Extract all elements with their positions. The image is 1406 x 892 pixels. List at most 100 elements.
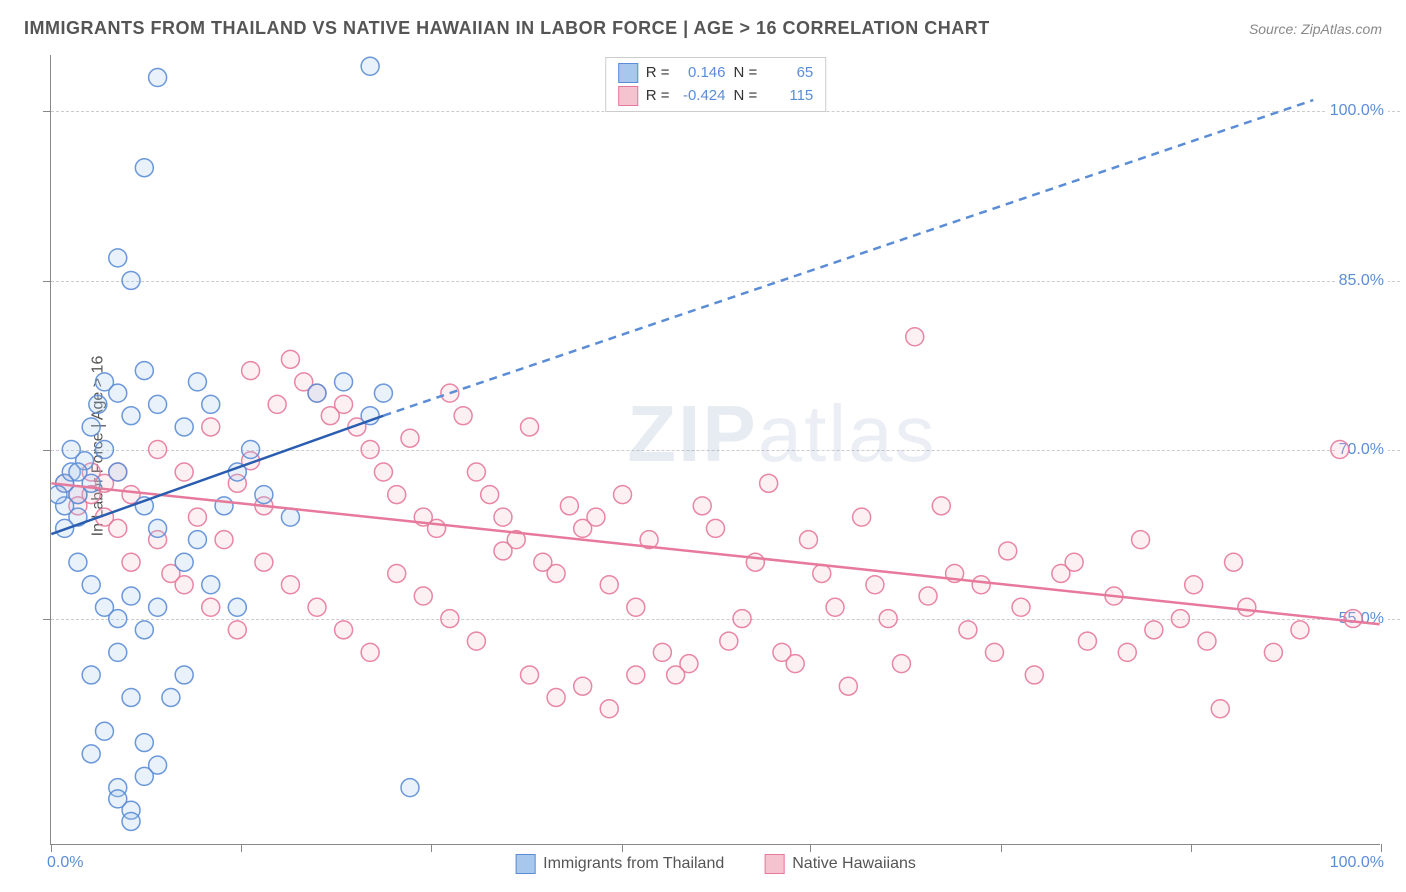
stats-row-b: R = -0.424 N = 115 (618, 85, 814, 108)
data-point (202, 598, 220, 616)
r-label: R = (646, 62, 670, 85)
data-point (308, 384, 326, 402)
data-point (853, 508, 871, 526)
data-point (1264, 643, 1282, 661)
data-point (733, 610, 751, 628)
data-point (985, 643, 1003, 661)
data-point (799, 531, 817, 549)
data-point (919, 587, 937, 605)
data-point (188, 373, 206, 391)
data-point (69, 553, 87, 571)
data-point (149, 598, 167, 616)
data-point (109, 519, 127, 537)
data-point (228, 598, 246, 616)
data-point (1012, 598, 1030, 616)
data-point (242, 362, 260, 380)
plot-area: ZIPatlas R = 0.146 N = 65 R = -0.424 N =… (50, 55, 1380, 845)
data-point (441, 610, 459, 628)
data-point (401, 779, 419, 797)
source-attribution: Source: ZipAtlas.com (1249, 21, 1382, 37)
data-point (1065, 553, 1083, 571)
data-point (547, 564, 565, 582)
data-point (202, 576, 220, 594)
data-point (494, 542, 512, 560)
data-point (388, 486, 406, 504)
data-point (1238, 598, 1256, 616)
y-tick (43, 450, 51, 451)
data-point (587, 508, 605, 526)
data-point (95, 722, 113, 740)
data-point (574, 677, 592, 695)
data-point (175, 418, 193, 436)
data-point (707, 519, 725, 537)
data-point (82, 418, 100, 436)
data-point (388, 564, 406, 582)
data-point (972, 576, 990, 594)
data-point (1198, 632, 1216, 650)
data-point (69, 463, 87, 481)
data-point (693, 497, 711, 515)
data-point (1132, 531, 1150, 549)
data-point (627, 598, 645, 616)
n-value-b: 115 (765, 85, 813, 108)
data-point (122, 407, 140, 425)
data-point (932, 497, 950, 515)
data-point (149, 441, 167, 459)
data-point (109, 643, 127, 661)
data-point (1344, 610, 1362, 628)
data-point (454, 407, 472, 425)
data-point (51, 486, 67, 504)
data-point (1025, 666, 1043, 684)
r-value-a: 0.146 (678, 62, 726, 85)
stats-legend-box: R = 0.146 N = 65 R = -0.424 N = 115 (605, 57, 827, 112)
y-tick (43, 111, 51, 112)
data-point (746, 553, 764, 571)
data-point (149, 69, 167, 87)
x-tick (810, 844, 811, 852)
data-point (122, 688, 140, 706)
data-point (653, 643, 671, 661)
x-tick (1001, 844, 1002, 852)
data-point (1211, 700, 1229, 718)
data-point (374, 384, 392, 402)
data-point (175, 463, 193, 481)
x-tick (1381, 844, 1382, 852)
x-tick (51, 844, 52, 852)
legend-label-a: Immigrants from Thailand (543, 855, 724, 873)
data-point (255, 486, 273, 504)
stats-row-a: R = 0.146 N = 65 (618, 62, 814, 85)
data-point (255, 553, 273, 571)
data-point (109, 463, 127, 481)
data-point (1331, 441, 1349, 459)
data-point (95, 441, 113, 459)
data-point (122, 271, 140, 289)
data-point (999, 542, 1017, 560)
x-tick (622, 844, 623, 852)
x-tick (241, 844, 242, 852)
data-point (281, 350, 299, 368)
data-point (215, 497, 233, 515)
data-point (135, 159, 153, 177)
data-point (335, 621, 353, 639)
data-point (361, 57, 379, 75)
data-point (135, 362, 153, 380)
data-point (135, 621, 153, 639)
data-point (335, 373, 353, 391)
r-label-b: R = (646, 85, 670, 108)
x-tick (431, 844, 432, 852)
data-point (268, 395, 286, 413)
data-point (786, 655, 804, 673)
y-tick (43, 281, 51, 282)
data-point (188, 531, 206, 549)
data-point (82, 745, 100, 763)
data-point (467, 632, 485, 650)
data-point (892, 655, 910, 673)
data-point (521, 418, 539, 436)
data-point (428, 519, 446, 537)
data-point (826, 598, 844, 616)
data-point (62, 441, 80, 459)
swatch-b (618, 86, 638, 106)
legend-swatch-b (764, 854, 784, 874)
data-point (122, 587, 140, 605)
chart-title: IMMIGRANTS FROM THAILAND VS NATIVE HAWAI… (24, 18, 990, 39)
